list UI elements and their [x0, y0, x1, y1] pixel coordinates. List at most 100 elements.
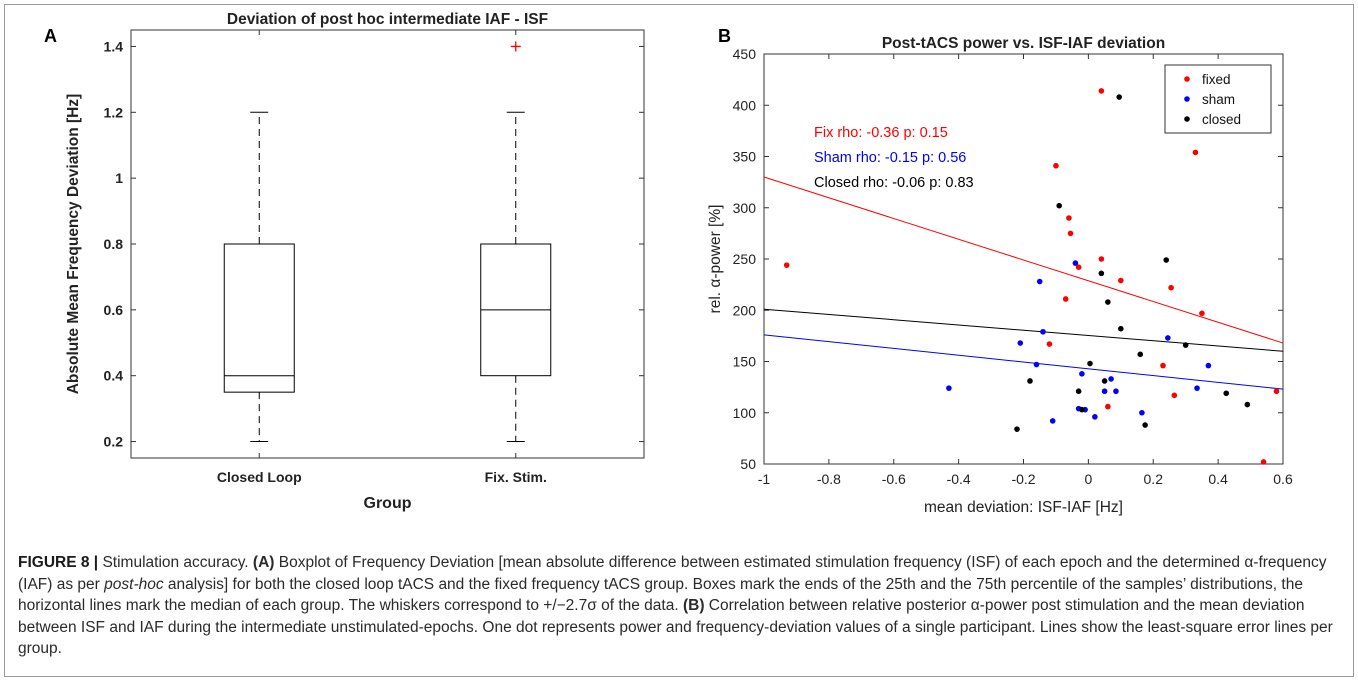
data-point	[1260, 459, 1267, 465]
data-point	[1072, 260, 1079, 266]
annotation-sham: Sham rho: -0.15 p: 0.56	[814, 150, 966, 166]
data-point	[1033, 361, 1040, 368]
x-tick-label: 0.4	[1208, 471, 1228, 487]
data-point	[783, 262, 790, 268]
figure-caption: FIGURE 8 | Stimulation accuracy. (A) Box…	[18, 552, 1333, 660]
data-point	[1168, 284, 1174, 291]
data-point	[1092, 414, 1098, 420]
box-1	[223, 111, 295, 443]
scatter-chart: B Post-tACS power vs. ISF-IAF deviation 50…	[707, 26, 1293, 516]
x-tick-label: -1	[758, 471, 771, 487]
boxplot-chart: A Deviation of post hoc intermediate IAF …	[44, 11, 645, 512]
y-tick-label: 450	[733, 46, 757, 62]
y-tick-label: 1	[115, 170, 123, 186]
data-point	[1108, 376, 1114, 382]
data-point	[1194, 385, 1200, 391]
panel-label: B	[718, 26, 731, 46]
x-tick-label: -0.4	[947, 471, 971, 487]
caption-segment: analysis] for both the closed loop tACS …	[18, 575, 1303, 615]
data-point	[1036, 278, 1043, 285]
outlier-marker	[510, 41, 521, 52]
x-axis-label: mean deviation: ISF-IAF [Hz]	[924, 499, 1123, 516]
data-point	[1098, 88, 1105, 94]
data-point	[1182, 342, 1189, 348]
y-tick-label: 0.2	[104, 434, 124, 450]
legend-box	[1164, 64, 1272, 134]
y-tick-label: 200	[733, 302, 757, 318]
data-point	[1067, 230, 1074, 237]
data-point	[1165, 335, 1171, 341]
y-tick-label: 250	[733, 251, 757, 267]
annotation-closed: Closed rho: -0.06 p: 0.83	[814, 175, 974, 191]
data-point	[1101, 388, 1108, 395]
plot-frame	[130, 29, 645, 459]
data-point	[1192, 149, 1199, 156]
caption-segment: (A)	[252, 554, 275, 571]
data-point	[1171, 392, 1178, 399]
data-point	[1098, 270, 1105, 277]
x-tick-label: -0.2	[1011, 471, 1035, 487]
y-tick-label: 0.8	[104, 236, 124, 252]
data-point	[1075, 264, 1082, 271]
y-tick-label: 150	[733, 354, 757, 370]
data-point	[1079, 371, 1085, 377]
y-tick-label: 350	[733, 149, 757, 165]
x-tick-label: 0	[1084, 471, 1092, 487]
data-point	[1160, 362, 1166, 369]
caption-label: FIGURE 8 |	[18, 554, 99, 571]
data-point	[1087, 360, 1093, 367]
x-tick-label: Fix. Stim.	[485, 469, 547, 485]
data-point	[1101, 378, 1108, 384]
caption-segment: Boxplot of Frequency Deviation [mean abs…	[18, 554, 1327, 593]
data-point	[1113, 388, 1119, 395]
data-point	[1062, 296, 1069, 302]
data-point	[1137, 351, 1144, 358]
box-iqr	[223, 243, 295, 393]
data-point	[1098, 256, 1105, 262]
x-tick-label: Closed Loop	[217, 469, 302, 485]
caption-segment: (B)	[682, 597, 705, 614]
chart-title: Post-tACS power vs. ISF-IAF deviation	[882, 35, 1165, 52]
legend-label: fixed	[1202, 72, 1231, 87]
legend: fixed sham closed	[1164, 64, 1272, 134]
data-point	[946, 385, 952, 391]
data-point	[1017, 340, 1024, 346]
data-point	[1027, 378, 1033, 384]
y-tick-label: 300	[733, 200, 757, 216]
y-tick-label: 50	[740, 456, 756, 472]
data-point	[1066, 215, 1072, 221]
y-tick-label: 0.4	[104, 368, 124, 384]
x-axis-label: Group	[364, 495, 412, 512]
fit-line-sham	[763, 334, 1284, 390]
x-tick-label: -0.8	[817, 471, 841, 487]
y-axis-label: rel. α-power [%]	[707, 205, 724, 314]
y-tick-label: 100	[733, 405, 757, 421]
y-tick-label: 0.6	[104, 302, 124, 318]
fit-line-closed	[763, 308, 1284, 352]
data-point	[1053, 162, 1059, 169]
data-point	[1075, 388, 1082, 395]
legend-label: closed	[1202, 112, 1241, 127]
data-point	[1273, 388, 1280, 395]
chart-title: Deviation of post hoc intermediate IAF -…	[227, 11, 548, 28]
data-point	[1105, 299, 1111, 305]
x-tick-label: 0.2	[1144, 471, 1164, 487]
panel-label: A	[44, 26, 57, 46]
data-point	[1163, 257, 1170, 263]
data-point	[1105, 403, 1111, 410]
data-point	[1046, 341, 1053, 347]
data-point	[1118, 277, 1124, 284]
x-tick-label: 0.6	[1273, 471, 1293, 487]
data-point	[1118, 325, 1124, 332]
data-point	[1205, 362, 1212, 369]
data-point	[1056, 202, 1062, 209]
y-tick-label: 1.4	[104, 38, 124, 54]
series-closed	[1014, 94, 1251, 432]
data-point	[1199, 310, 1205, 317]
data-point	[1014, 426, 1020, 432]
fit-line-fixed	[763, 176, 1284, 344]
caption-segment: post-hoc	[104, 575, 164, 593]
data-point	[1139, 409, 1145, 416]
data-point	[1244, 401, 1251, 408]
